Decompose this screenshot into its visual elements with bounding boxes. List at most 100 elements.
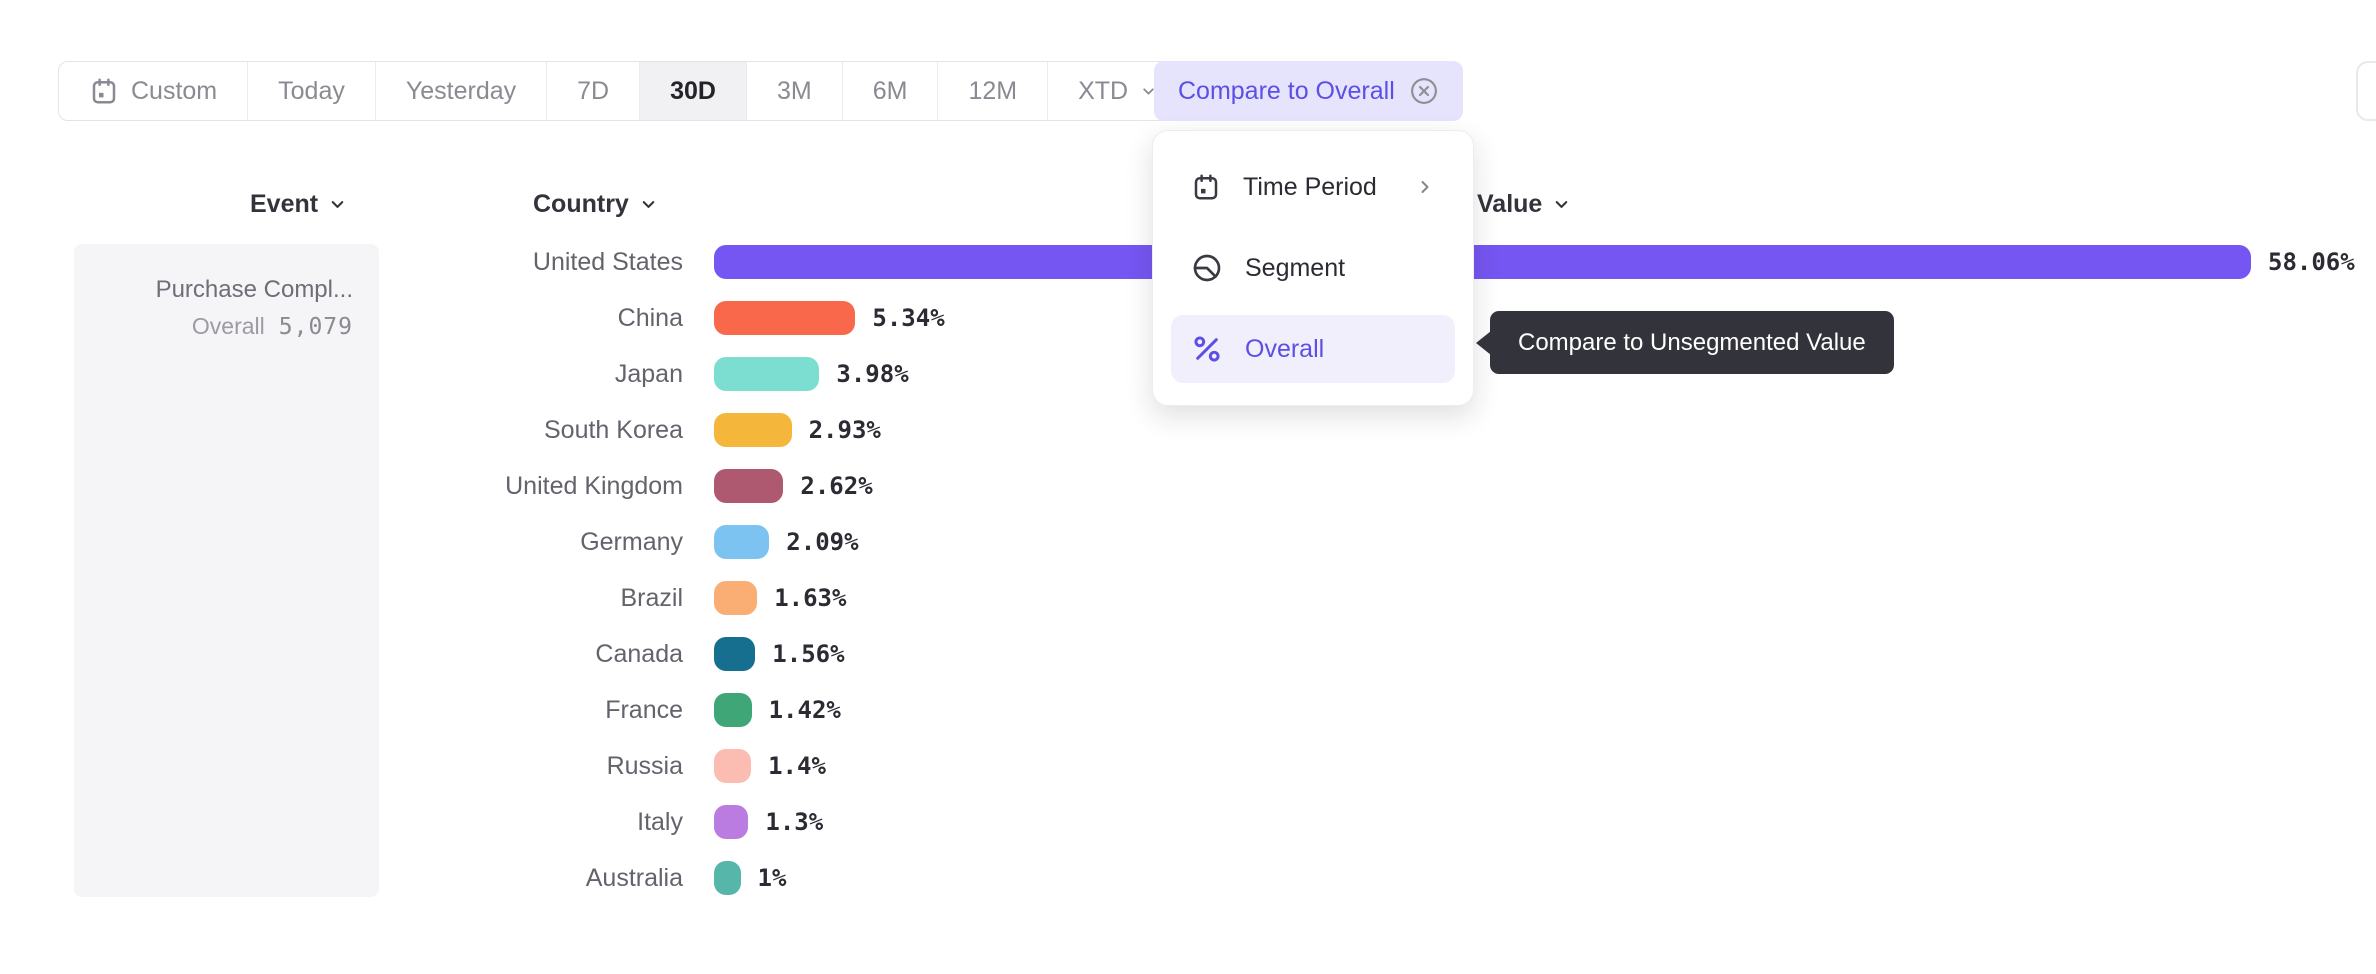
time-range-button-3m[interactable]: 3M (745, 62, 842, 120)
value-label: 58.06% (2268, 248, 2355, 276)
overall-label: Overall (191, 313, 265, 339)
chart-row-italy: Italy 1.3% (0, 794, 2376, 850)
time-range-label: 7D (577, 76, 610, 105)
time-range-button-6m[interactable]: 6M (841, 62, 938, 120)
percent-icon (1191, 333, 1223, 365)
chart-row-germany: Germany 2.09% (0, 514, 2376, 570)
country-label: Russia (606, 751, 683, 780)
time-range-button-today[interactable]: Today (247, 62, 375, 120)
calendar-icon (89, 76, 119, 106)
event-name: Purchase Compl... (155, 276, 353, 303)
time-range-label: Custom (131, 76, 218, 105)
country-bar-chart: United States 58.06% China 5.34% Japan 3.98% S… (0, 234, 2376, 906)
chart-row-south-korea: South Korea 2.93% (0, 402, 2376, 458)
time-range-label: Yesterday (405, 76, 517, 105)
time-range-label: XTD (1078, 76, 1129, 105)
chart-row-canada: Canada 1.56% (0, 626, 2376, 682)
chart-row-brazil: Brazil 1.63% (0, 570, 2376, 626)
compare-dropdown-menu: Time Period Segment Overall (1152, 130, 1474, 406)
remove-compare-icon[interactable] (1409, 76, 1439, 106)
compare-to-overall-chip[interactable]: Compare to Overall (1154, 61, 1463, 121)
time-range-button-7d[interactable]: 7D (546, 62, 639, 120)
value-label: 1.63% (774, 584, 847, 612)
tooltip-arrow-left (1476, 330, 1491, 355)
country-label: France (605, 695, 683, 724)
event-panel[interactable]: Purchase Compl... Overall 5,079 (74, 244, 379, 897)
country-label: Canada (595, 639, 683, 668)
overall-tooltip: Compare to Unsegmented Value (1476, 311, 1894, 374)
value-label: 2.62% (800, 472, 873, 500)
chevron-down-icon (328, 195, 347, 214)
value-label: 3.98% (836, 360, 909, 388)
chevron-right-icon (1415, 177, 1435, 197)
value-bar[interactable] (714, 525, 770, 559)
country-label: Brazil (620, 583, 683, 612)
value-bar[interactable] (714, 581, 758, 615)
value-bar[interactable] (714, 861, 741, 895)
value-label: 1.42% (768, 696, 841, 724)
country-label: South Korea (544, 415, 683, 444)
country-header-label: Country (533, 190, 629, 218)
country-label: Germany (580, 527, 683, 556)
time-range-label: 12M (968, 76, 1018, 105)
country-label: United Kingdom (505, 471, 683, 500)
value-bar[interactable] (714, 469, 784, 503)
overall-value: 5,079 (278, 314, 353, 340)
tooltip-text: Compare to Unsegmented Value (1518, 328, 1866, 356)
menu-item-overall[interactable]: Overall (1171, 315, 1455, 383)
time-range-label: Today (278, 76, 345, 105)
value-label: 1.3% (765, 808, 824, 836)
value-bar[interactable] (714, 637, 756, 671)
time-range-button-12m[interactable]: 12M (937, 62, 1047, 120)
menu-item-label: Overall (1245, 334, 1325, 363)
calendar-icon (1191, 172, 1221, 202)
column-header-value[interactable]: Value (1477, 190, 1571, 219)
chart-row-united-states: United States 58.06% (0, 234, 2376, 290)
menu-item-segment[interactable]: Segment (1171, 234, 1455, 302)
chart-row-australia: Australia 1% (0, 850, 2376, 906)
chevron-down-icon (1552, 195, 1571, 214)
column-header-event[interactable]: Event (250, 190, 347, 219)
value-label: 2.09% (786, 528, 859, 556)
time-range-button-xtd[interactable]: XTD (1047, 62, 1187, 120)
time-range-label: 30D (670, 76, 716, 105)
chart-row-russia: Russia 1.4% (0, 738, 2376, 794)
value-label: 1.4% (768, 752, 826, 780)
value-label: 1% (757, 864, 787, 892)
time-range-button-yesterday[interactable]: Yesterday (374, 62, 546, 120)
time-range-label: 6M (872, 76, 908, 105)
value-bar[interactable] (714, 413, 792, 447)
value-header-label: Value (1477, 190, 1543, 218)
time-range-button-30d[interactable]: 30D (639, 62, 746, 120)
chevron-down-icon (1140, 83, 1157, 100)
country-label: Italy (637, 807, 683, 836)
time-range-toolbar: Custom Today Yesterday 7D 30D 3M 6M 12M XTD (58, 61, 1189, 121)
menu-item-label: Time Period (1243, 172, 1377, 201)
value-label: 1.56% (772, 640, 845, 668)
menu-item-label: Segment (1245, 253, 1346, 282)
partial-button-right-edge[interactable] (2356, 61, 2376, 121)
chart-row-united-kingdom: United Kingdom 2.62% (0, 458, 2376, 514)
value-bar[interactable] (714, 245, 2251, 279)
time-range-button-custom[interactable]: Custom (59, 62, 247, 120)
value-bar[interactable] (714, 301, 856, 335)
value-bar[interactable] (714, 357, 820, 391)
country-label: Japan (614, 359, 683, 388)
segment-icon (1191, 252, 1223, 284)
value-label: 2.93% (808, 416, 881, 444)
value-bar[interactable] (714, 693, 752, 727)
value-bar[interactable] (714, 749, 752, 783)
compare-chip-label: Compare to Overall (1178, 76, 1395, 105)
country-label: Australia (585, 863, 683, 892)
value-bar[interactable] (714, 805, 749, 839)
event-overall-row: Overall 5,079 (94, 313, 353, 340)
country-label: United States (532, 247, 683, 276)
chart-row-japan: Japan 3.98% (0, 346, 2376, 402)
menu-item-time-period[interactable]: Time Period (1171, 153, 1455, 221)
column-header-country[interactable]: Country (533, 190, 658, 219)
chart-row-france: France 1.42% (0, 682, 2376, 738)
chevron-down-icon (639, 195, 658, 214)
time-range-label: 3M (776, 76, 812, 105)
event-header-label: Event (250, 190, 319, 218)
